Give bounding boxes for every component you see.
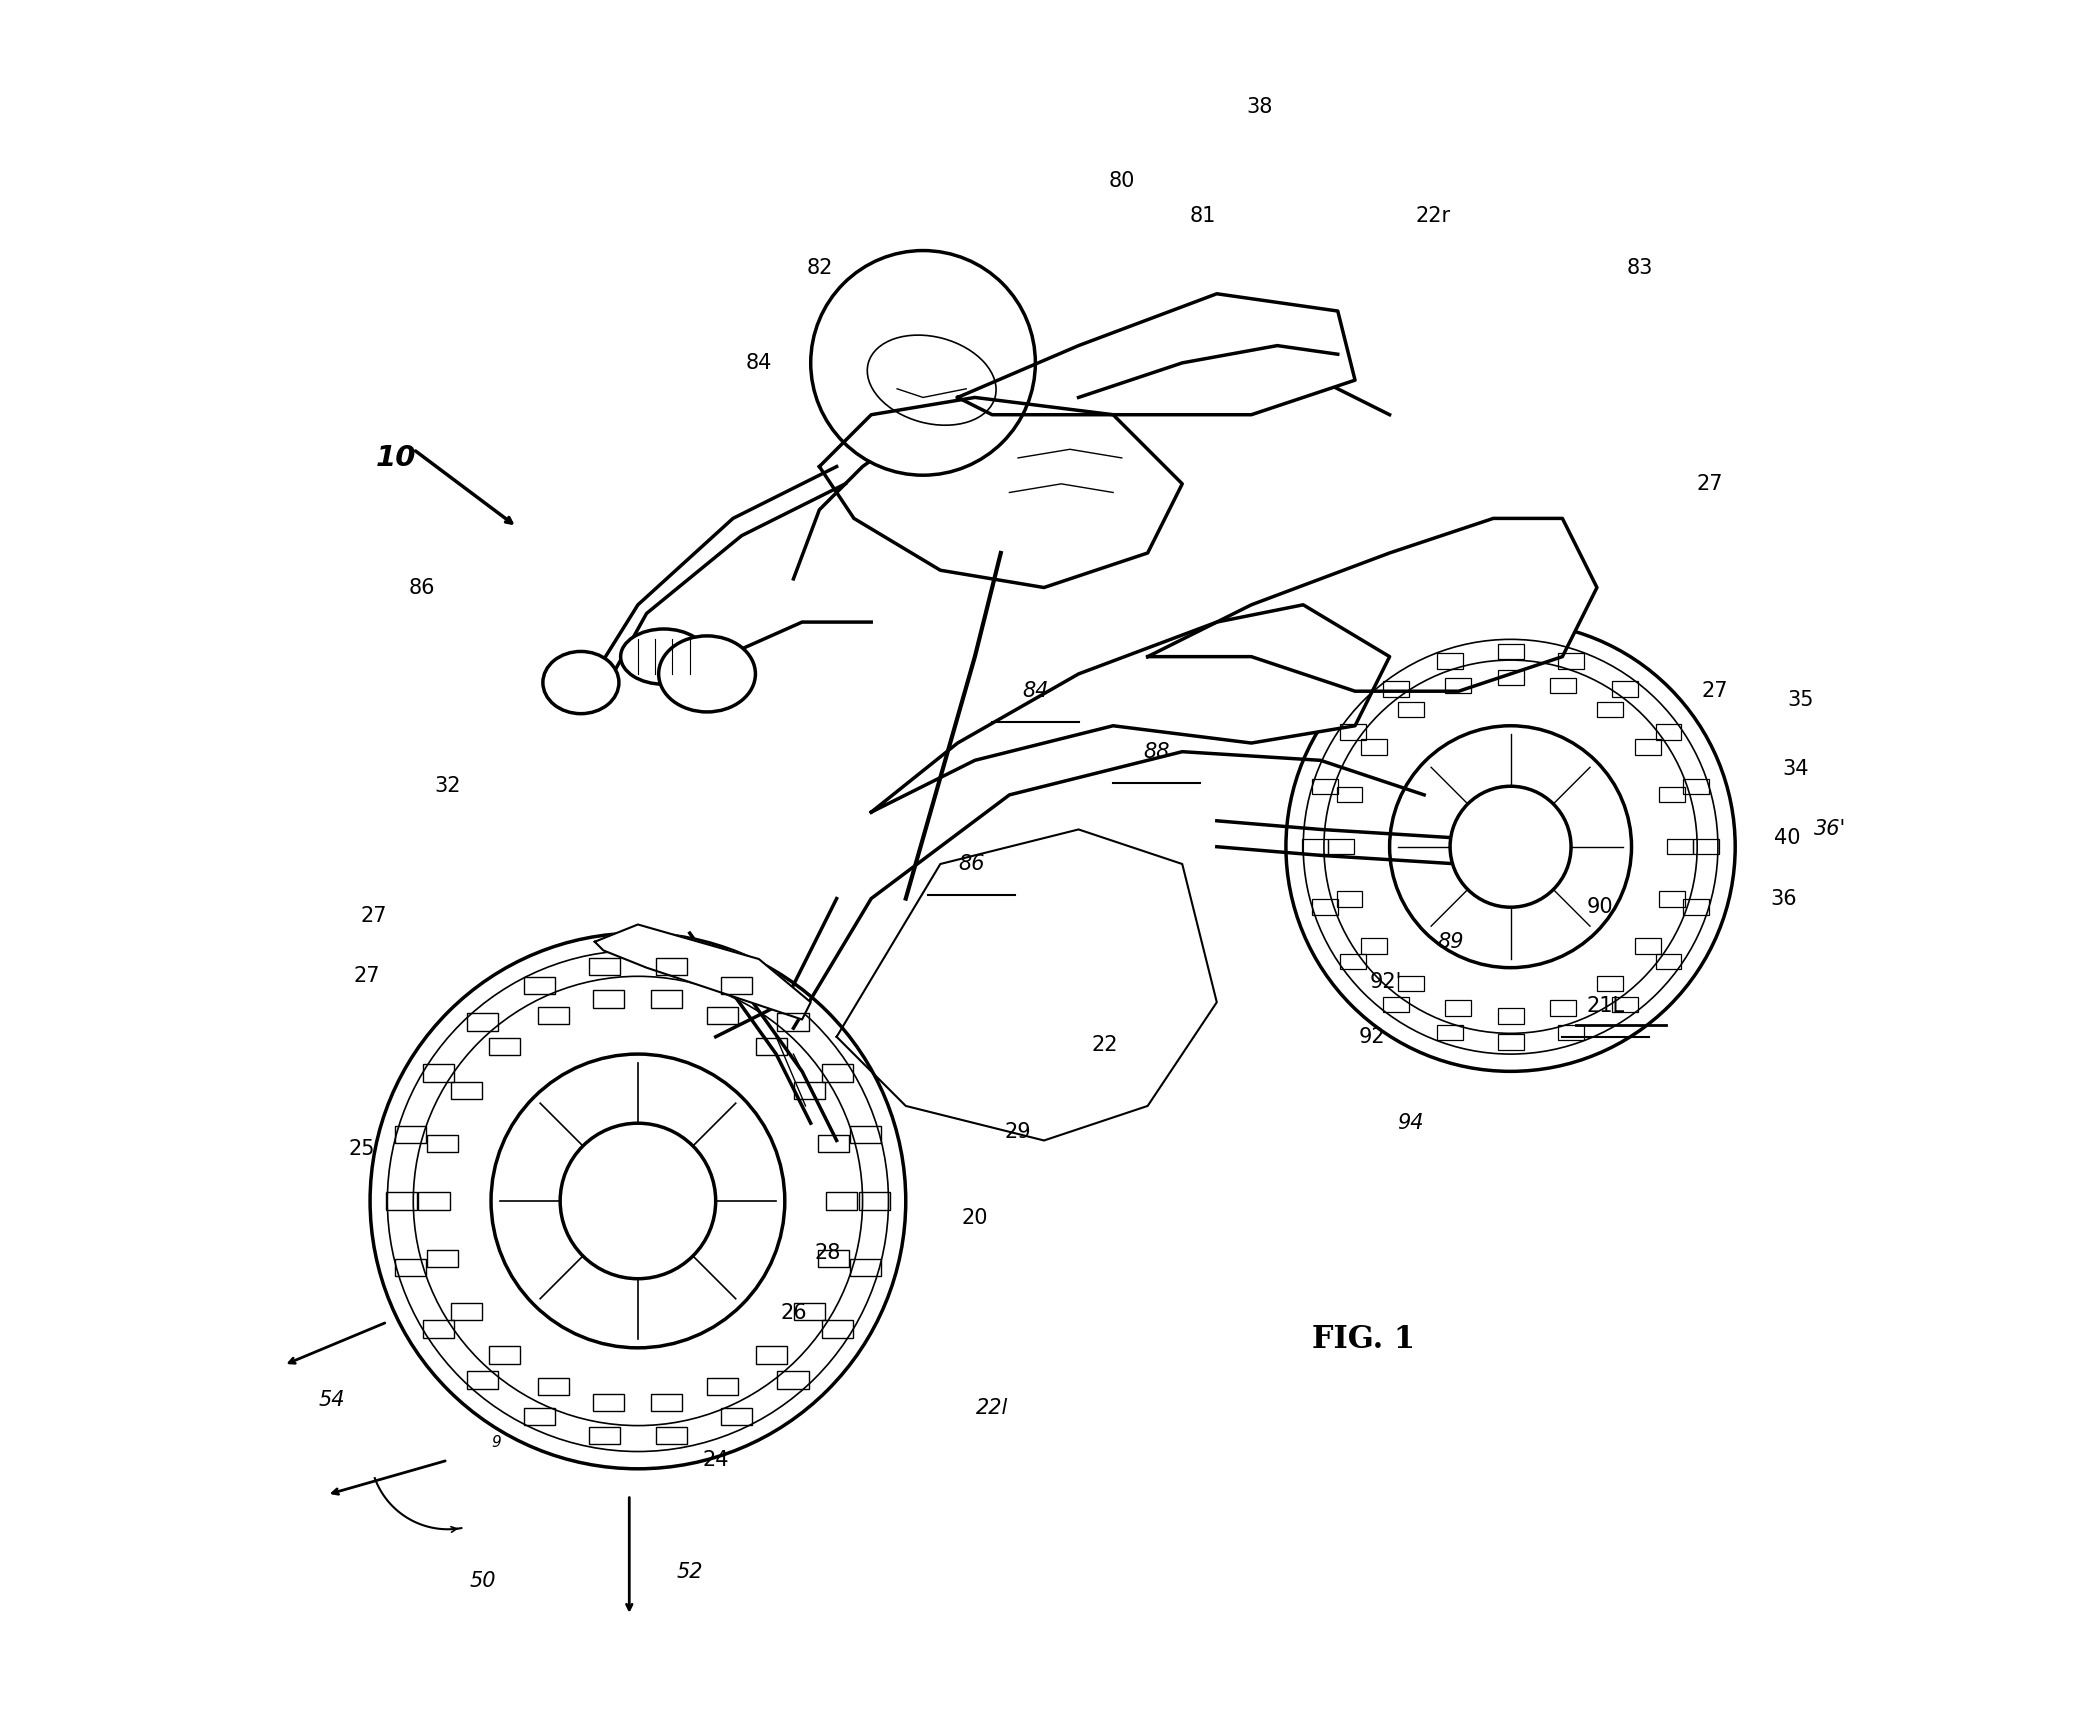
Text: 36': 36' bbox=[1814, 819, 1846, 840]
Text: 40: 40 bbox=[1775, 828, 1800, 848]
Circle shape bbox=[370, 933, 906, 1469]
Text: 21L: 21L bbox=[1587, 995, 1624, 1016]
Text: 86: 86 bbox=[409, 577, 434, 598]
Text: 54: 54 bbox=[319, 1389, 345, 1410]
Ellipse shape bbox=[658, 636, 756, 712]
Text: 88: 88 bbox=[1142, 741, 1169, 762]
Text: 84: 84 bbox=[745, 353, 773, 373]
Polygon shape bbox=[818, 397, 1182, 588]
Text: 50: 50 bbox=[470, 1571, 495, 1591]
Text: 27: 27 bbox=[353, 966, 380, 987]
Text: 34: 34 bbox=[1783, 759, 1808, 779]
Text: 20: 20 bbox=[963, 1208, 988, 1229]
Text: 28: 28 bbox=[814, 1242, 841, 1263]
Text: 27: 27 bbox=[1702, 681, 1727, 702]
Circle shape bbox=[1286, 622, 1735, 1071]
Text: 26: 26 bbox=[781, 1303, 806, 1324]
Text: 90: 90 bbox=[1587, 897, 1614, 918]
Text: 81: 81 bbox=[1190, 206, 1215, 226]
Text: 25: 25 bbox=[349, 1139, 374, 1159]
Polygon shape bbox=[871, 605, 1391, 812]
Text: 22l: 22l bbox=[975, 1398, 1009, 1419]
Text: 83: 83 bbox=[1627, 257, 1654, 278]
Text: 27: 27 bbox=[1695, 473, 1723, 494]
Ellipse shape bbox=[620, 629, 708, 684]
Text: 89: 89 bbox=[1437, 931, 1464, 952]
Text: 27: 27 bbox=[361, 905, 386, 926]
Text: 35: 35 bbox=[1787, 689, 1814, 710]
Text: 10: 10 bbox=[376, 444, 416, 472]
Text: 92: 92 bbox=[1359, 1026, 1386, 1047]
Text: 32: 32 bbox=[434, 776, 461, 797]
Text: 38: 38 bbox=[1247, 97, 1274, 118]
Circle shape bbox=[560, 1123, 716, 1279]
Text: 92': 92' bbox=[1370, 971, 1403, 992]
Polygon shape bbox=[837, 829, 1217, 1140]
Text: 94: 94 bbox=[1397, 1113, 1424, 1134]
Text: 86: 86 bbox=[958, 854, 986, 874]
Text: 22r: 22r bbox=[1416, 206, 1451, 226]
Text: 9: 9 bbox=[491, 1436, 501, 1450]
Polygon shape bbox=[1148, 518, 1597, 691]
Text: FIG. 1: FIG. 1 bbox=[1311, 1324, 1416, 1355]
Text: 82: 82 bbox=[806, 257, 833, 278]
Text: 29: 29 bbox=[1004, 1121, 1031, 1142]
Ellipse shape bbox=[543, 651, 618, 714]
Text: 80: 80 bbox=[1109, 171, 1136, 192]
Text: 36: 36 bbox=[1771, 888, 1798, 909]
Circle shape bbox=[1449, 786, 1570, 907]
Text: 24: 24 bbox=[702, 1450, 729, 1471]
Polygon shape bbox=[958, 294, 1355, 415]
Text: 84: 84 bbox=[1023, 681, 1048, 702]
Circle shape bbox=[810, 251, 1036, 475]
Text: 22: 22 bbox=[1092, 1035, 1117, 1056]
Text: 52: 52 bbox=[677, 1562, 704, 1583]
Polygon shape bbox=[595, 924, 810, 1020]
